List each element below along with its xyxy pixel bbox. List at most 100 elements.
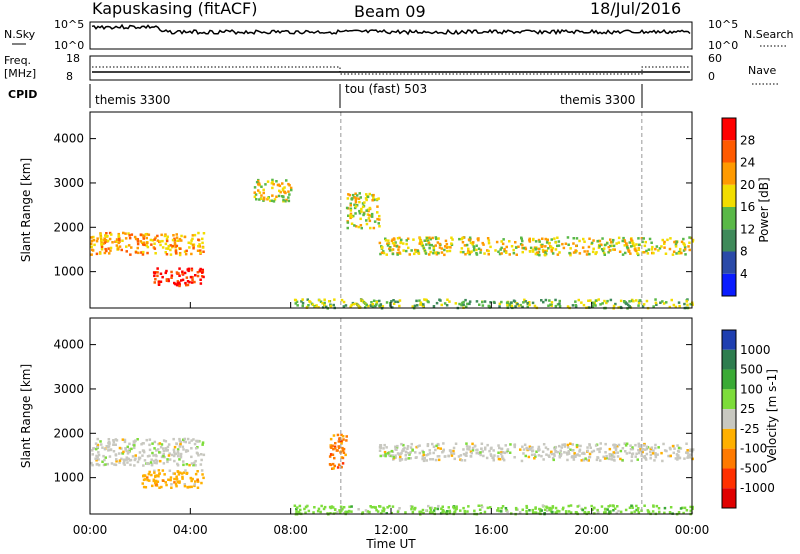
echo-cell-2 bbox=[337, 440, 341, 443]
echo-cell-0 bbox=[115, 238, 119, 241]
colorbar-swatch bbox=[722, 273, 736, 296]
echo-cell-4 bbox=[683, 248, 687, 251]
echo-cell-1 bbox=[183, 484, 187, 488]
echo-cell-4 bbox=[344, 510, 347, 514]
echo-cell-0 bbox=[100, 245, 104, 249]
echo-cell-3 bbox=[372, 196, 375, 199]
echo-cell-4 bbox=[669, 237, 672, 240]
echo-cell-3 bbox=[368, 214, 371, 217]
echo-cell-4 bbox=[521, 243, 524, 247]
echo-cell-5 bbox=[446, 298, 449, 301]
echo-cell-0 bbox=[138, 451, 142, 454]
echo-cell-2 bbox=[262, 188, 265, 192]
echo-cell-4 bbox=[531, 508, 534, 512]
echo-cell-0 bbox=[194, 459, 197, 463]
echo-cell-4 bbox=[536, 253, 539, 256]
echo-cell-3 bbox=[479, 453, 482, 457]
echo-cell-3 bbox=[482, 454, 485, 458]
echo-cell-3 bbox=[437, 458, 441, 462]
echo-cell-1 bbox=[159, 272, 163, 275]
echo-cell-4 bbox=[555, 511, 558, 514]
echo-cell-1 bbox=[196, 486, 200, 489]
echo-cell-3 bbox=[533, 453, 537, 456]
echo-cell-4 bbox=[612, 244, 616, 248]
echo-cell-3 bbox=[464, 453, 467, 457]
echo-cell-0 bbox=[148, 438, 152, 441]
echo-cell-3 bbox=[394, 456, 397, 459]
echo-cell-3 bbox=[469, 450, 473, 453]
echo-cell-3 bbox=[673, 447, 676, 450]
echo-cell-4 bbox=[591, 250, 595, 254]
echo-cell-0 bbox=[192, 438, 195, 441]
echo-cell-0 bbox=[143, 459, 147, 462]
echo-cell-3 bbox=[649, 450, 652, 454]
echo-cell-4 bbox=[601, 249, 605, 253]
time-axis: 00:00 04:00 08:00 12:00 16:00 20:00 00:00 bbox=[73, 302, 709, 537]
echo-cell-4 bbox=[594, 252, 597, 256]
echo-cell-0 bbox=[96, 237, 99, 240]
echo-cell-4 bbox=[453, 510, 456, 514]
echo-cell-4 bbox=[396, 251, 399, 255]
echo-cell-3 bbox=[431, 442, 434, 446]
echo-cell-4 bbox=[473, 246, 476, 250]
echo-cell-4 bbox=[461, 236, 464, 240]
echo-cell-4 bbox=[572, 251, 576, 254]
echo-cell-3 bbox=[421, 449, 424, 453]
echo-cell-3 bbox=[496, 455, 500, 458]
echo-cell-5 bbox=[435, 301, 439, 305]
echo-cell-3 bbox=[373, 220, 377, 223]
echo-cell-4 bbox=[405, 239, 408, 242]
echo-cell-3 bbox=[645, 445, 649, 449]
echo-cell-4 bbox=[372, 505, 376, 509]
echo-cell-4 bbox=[455, 505, 458, 508]
echo-cell-4 bbox=[471, 243, 475, 246]
echo-cell-0 bbox=[200, 458, 203, 462]
echo-cell-3 bbox=[484, 446, 487, 449]
echo-cell-3 bbox=[421, 457, 424, 461]
echo-cell-0 bbox=[199, 251, 202, 254]
echo-cell-4 bbox=[508, 253, 511, 256]
echo-cell-4 bbox=[536, 251, 540, 254]
echo-cell-1 bbox=[188, 485, 191, 489]
echo-cell-0 bbox=[185, 463, 189, 466]
echo-cell-3 bbox=[431, 458, 435, 461]
echo-cell-4 bbox=[420, 242, 424, 245]
echo-cell-1 bbox=[165, 483, 168, 487]
echo-cell-4 bbox=[475, 253, 479, 256]
echo-cell-0 bbox=[125, 456, 128, 459]
echo-cell-3 bbox=[387, 452, 390, 455]
echo-cell-3 bbox=[524, 454, 527, 458]
echo-cell-4 bbox=[535, 511, 538, 515]
echo-cell-4 bbox=[414, 506, 417, 510]
echo-cell-3 bbox=[527, 455, 531, 459]
echo-cell-3 bbox=[418, 451, 422, 455]
echo-cell-0 bbox=[148, 454, 151, 458]
echo-cell-5 bbox=[309, 300, 312, 304]
echo-cell-3 bbox=[373, 198, 376, 201]
echo-cell-0 bbox=[173, 459, 176, 463]
echo-cell-3 bbox=[542, 443, 546, 446]
echo-cell-4 bbox=[634, 249, 637, 252]
echo-cell-1 bbox=[200, 481, 203, 485]
echo-cell-5 bbox=[478, 303, 481, 306]
echo-cell-0 bbox=[153, 238, 156, 241]
echo-cell-4 bbox=[648, 237, 652, 241]
echo-cell-5 bbox=[592, 302, 595, 305]
echo-cell-1 bbox=[191, 281, 194, 284]
echo-cell-5 bbox=[691, 303, 694, 306]
nave-trace bbox=[92, 66, 690, 75]
echo-cell-0 bbox=[142, 449, 146, 453]
echo-cell-0 bbox=[173, 450, 176, 454]
echo-cell-1 bbox=[193, 483, 196, 486]
echo-cell-5 bbox=[328, 300, 331, 303]
echo-cell-3 bbox=[550, 450, 553, 454]
echo-cell-0 bbox=[99, 440, 102, 443]
echo-cell-3 bbox=[422, 459, 426, 463]
echo-cell-2 bbox=[271, 180, 274, 184]
echo-cell-1 bbox=[181, 477, 184, 480]
echo-cell-0 bbox=[95, 459, 98, 462]
echo-cell-3 bbox=[660, 451, 663, 455]
echo-cell-5 bbox=[678, 304, 681, 308]
echo-cell-0 bbox=[123, 463, 126, 466]
